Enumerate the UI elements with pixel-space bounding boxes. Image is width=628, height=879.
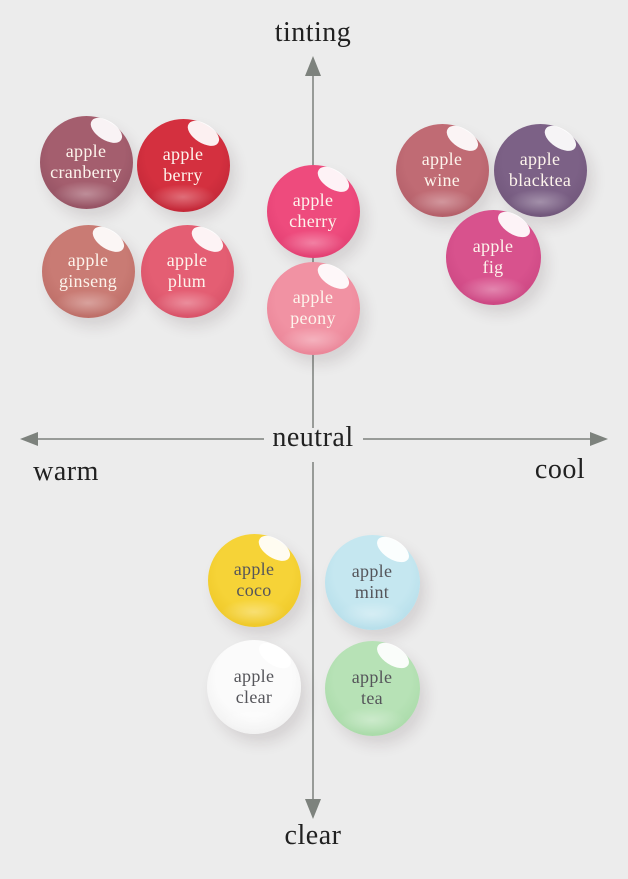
swatch-apple-berry: apple berry	[136, 115, 230, 212]
swatch-label-line2: peony	[290, 308, 336, 328]
swatch-apple-plum: apple plum	[140, 221, 234, 318]
axis-label-warm: warm	[33, 456, 99, 487]
swatch-apple-cranberry: apple cranberry	[39, 112, 133, 209]
swatch-label-line1: apple	[421, 149, 463, 169]
swatch-label-line1: apple	[292, 190, 334, 210]
swatch-apple-ginseng: apple ginseng	[41, 221, 135, 318]
swatch-label-line2: blacktea	[508, 170, 572, 190]
arrow-up-icon	[305, 56, 321, 76]
swatch-apple-fig: apple fig	[445, 206, 541, 305]
axis-label-tinting: tinting	[274, 17, 352, 48]
swatch-label-line2: mint	[354, 582, 390, 602]
swatch-label-line1: apple	[472, 236, 514, 256]
swatch-label-line1: apple	[162, 144, 204, 164]
arrow-right-icon	[590, 432, 608, 446]
swatch-label-line2: tea	[361, 688, 383, 708]
swatch-label-line1: apple	[519, 149, 561, 169]
swatch-label-line2: cranberry	[50, 162, 122, 182]
swatch-apple-tea: apple tea	[324, 637, 420, 736]
swatch-label-line1: apple	[233, 666, 275, 686]
swatch-label-line1: apple	[351, 561, 393, 581]
axis-label-cool: cool	[534, 454, 586, 485]
swatch-label-line1: apple	[233, 559, 275, 579]
axis-label-clear: clear	[284, 820, 342, 851]
swatch-apple-cherry: apple cherry	[266, 161, 360, 258]
swatch-apple-wine: apple wine	[395, 120, 489, 217]
swatch-apple-clear: apple clear	[207, 637, 301, 734]
swatch-label-line1: apple	[292, 287, 334, 307]
swatch-apple-blacktea: apple blacktea	[493, 120, 587, 217]
horizontal-axis-line-right	[363, 438, 593, 440]
axis-label-neutral: neutral	[272, 422, 354, 453]
swatch-apple-coco: apple coco	[207, 530, 301, 627]
swatch-label-line1: apple	[351, 667, 393, 687]
swatch-apple-peony: apple peony	[266, 258, 360, 355]
swatch-label-line1: apple	[67, 250, 109, 270]
swatch-label-line2: fig	[482, 257, 504, 277]
vertical-axis-line-bottom	[312, 462, 314, 800]
swatch-label-line1: apple	[166, 250, 208, 270]
swatch-label-line2: berry	[163, 165, 203, 185]
swatch-label-line2: cherry	[289, 211, 337, 231]
arrow-down-icon	[305, 799, 321, 819]
horizontal-axis-line-left	[34, 438, 264, 440]
swatch-label-line2: coco	[236, 580, 272, 600]
swatch-label-line2: plum	[167, 271, 207, 291]
arrow-left-icon	[20, 432, 38, 446]
swatch-label-line2: ginseng	[58, 271, 118, 291]
swatch-label-line2: clear	[235, 687, 273, 707]
swatch-label-line1: apple	[65, 141, 107, 161]
swatch-apple-mint: apple mint	[324, 531, 420, 630]
swatch-label-line2: wine	[423, 170, 461, 190]
